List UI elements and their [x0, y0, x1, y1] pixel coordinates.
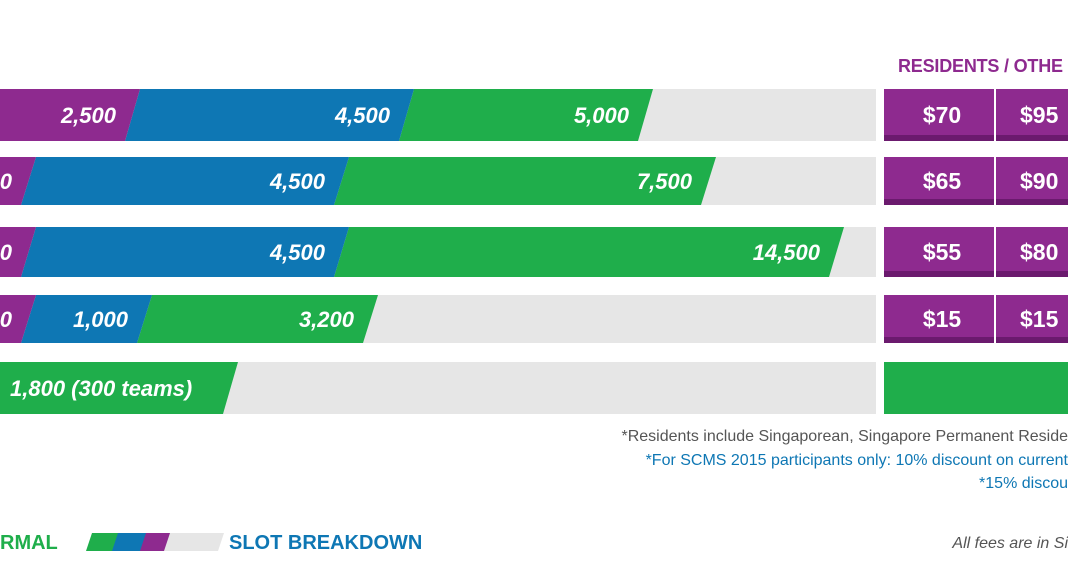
bar-segment-blue — [21, 157, 349, 205]
data-label: 1,800 (300 teams) — [10, 376, 192, 401]
data-label: 14,500 — [753, 240, 821, 265]
fee-block-others — [996, 89, 1068, 141]
fee-block-residents — [884, 157, 994, 205]
bar-segment-green — [399, 89, 653, 141]
fee-block-shade — [996, 271, 1068, 277]
fee-residents: $55 — [923, 239, 962, 265]
fee-block-shade — [884, 135, 994, 141]
fee-block-shade — [884, 271, 994, 277]
data-label: 1,000 — [73, 307, 129, 332]
bar-segment-blue — [21, 227, 349, 277]
legend-slot-breakdown-label: SLOT BREAKDOWN — [229, 532, 423, 554]
data-label: 2,500 — [60, 103, 117, 128]
scms-discount-footnote: *For SCMS 2015 participants only: 10% di… — [645, 452, 1068, 469]
legend-swatch-segment — [86, 533, 120, 551]
fee-others: $90 — [1020, 168, 1058, 194]
fee-block-shade — [884, 199, 994, 205]
bar-segment-green — [334, 227, 844, 277]
residents-footnote: *Residents include Singaporean, Singapor… — [621, 428, 1068, 445]
fee-residents: $15 — [923, 306, 962, 332]
fee-block-others — [996, 227, 1068, 277]
fee-residents: $70 — [923, 102, 961, 128]
data-label: 0 — [0, 307, 13, 332]
data-label: 4,500 — [269, 169, 326, 194]
bar-segment-green — [334, 157, 716, 205]
fee-block-residents — [884, 227, 994, 277]
currency-note: All fees are in Si — [952, 535, 1068, 552]
fee-block-team — [884, 362, 1068, 414]
fee-columns-header: RESIDENTS / OTHE — [898, 56, 1063, 76]
legend-swatch-segment — [140, 533, 172, 551]
data-label: 7,500 — [637, 169, 693, 194]
data-label: 3,200 — [299, 307, 355, 332]
bar-segment-purple — [0, 89, 140, 141]
bar-segment-green — [137, 295, 378, 343]
bar-segment-purple — [0, 227, 36, 277]
legend-swatch-segment — [164, 533, 224, 551]
fee-others: $95 — [1020, 102, 1059, 128]
data-label: 0 — [0, 169, 13, 194]
fee-block-others — [996, 157, 1068, 205]
data-label: 4,500 — [334, 103, 391, 128]
fee-block-shade — [996, 199, 1068, 205]
fee-others: $15 — [1020, 306, 1059, 332]
bar-segment-purple — [0, 157, 36, 205]
fee-block-residents — [884, 295, 994, 343]
bar-segment-blue — [125, 89, 414, 141]
data-label: 0 — [0, 240, 13, 265]
data-label: 5,000 — [574, 103, 630, 128]
bar-segment-blue — [21, 295, 152, 343]
fee-block-shade — [996, 337, 1068, 343]
fee-others: $80 — [1020, 239, 1058, 265]
bar-segment-green — [0, 362, 238, 414]
legend-normal-label: RMAL — [0, 532, 58, 554]
fee-block-shade — [996, 135, 1068, 141]
fifteen-percent-footnote: *15% discou — [979, 475, 1068, 492]
fee-block-residents — [884, 89, 994, 141]
fee-block-others — [996, 295, 1068, 343]
fee-residents: $65 — [923, 168, 962, 194]
legend-swatch-segment — [112, 533, 148, 551]
data-label: 4,500 — [269, 240, 326, 265]
bar-segment-purple — [0, 295, 36, 343]
fee-block-shade — [884, 337, 994, 343]
